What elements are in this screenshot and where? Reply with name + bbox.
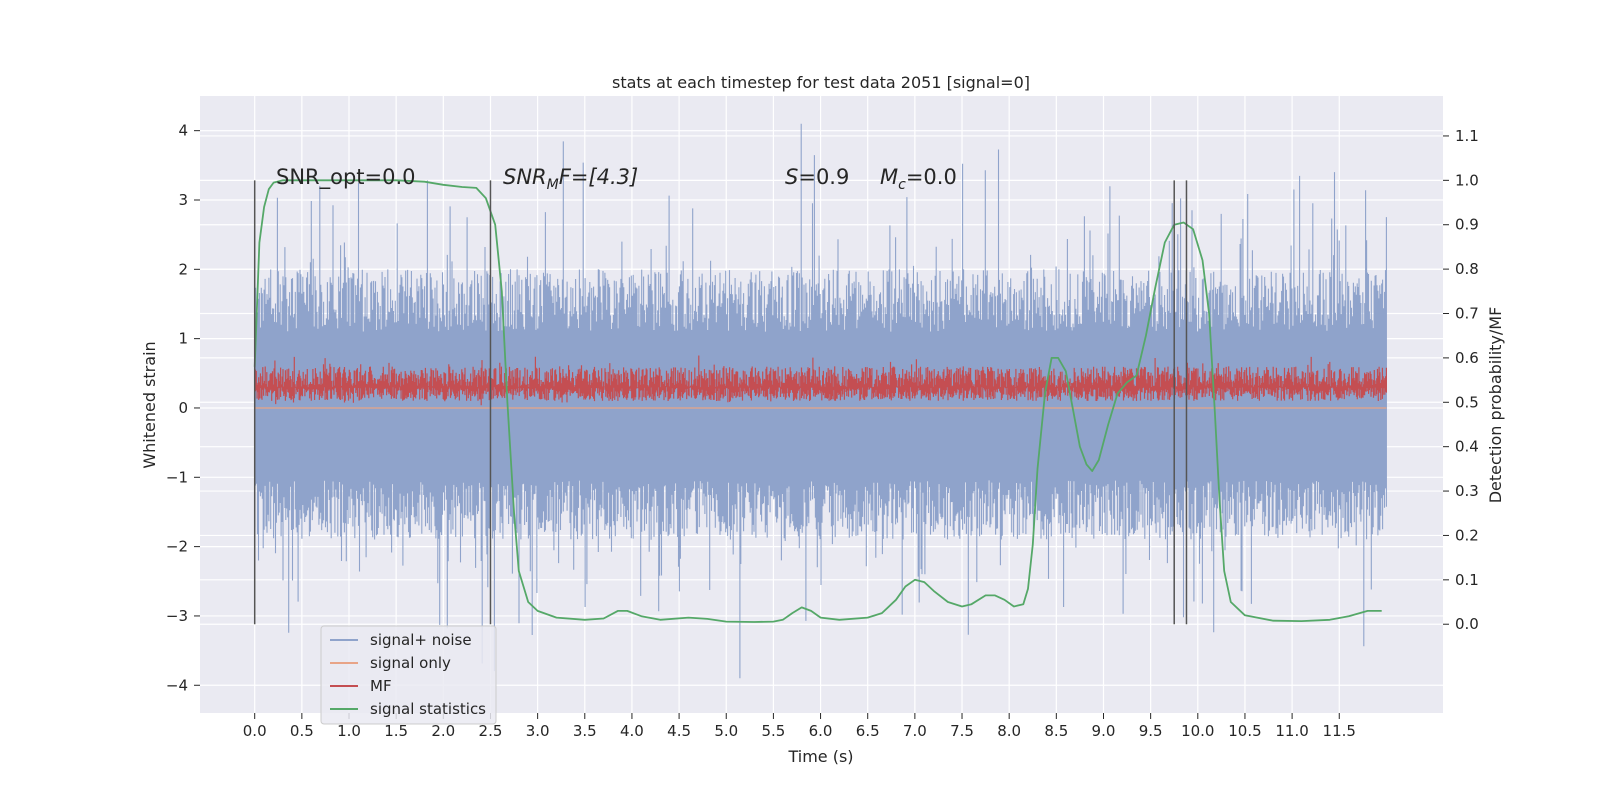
x-tick-label: 2.0 xyxy=(431,722,455,740)
x-tick-label: 6.5 xyxy=(856,722,880,740)
annotation-snr-mf: SNRMF=[4.3] xyxy=(503,165,638,193)
x-tick-label: 8.5 xyxy=(1044,722,1068,740)
x-tick-label: 9.0 xyxy=(1092,722,1116,740)
y-axis-ticks: 4 3 2 1 0 −1 −2 −3 −4 xyxy=(166,122,200,694)
x-tick-label: 10.5 xyxy=(1228,722,1261,740)
chart-title: stats at each timestep for test data 205… xyxy=(612,73,1030,92)
legend-label-mf: MF xyxy=(370,677,392,695)
legend-label-signal-noise: signal+ noise xyxy=(370,631,472,649)
annotation-snr-opt: SNR_opt=0.0 xyxy=(276,165,416,190)
y-tick-label: 0 xyxy=(178,399,188,417)
legend: signal+ noise signal only MF signal stat… xyxy=(320,625,497,725)
y2-tick-label: 0.7 xyxy=(1455,305,1479,323)
y2-tick-label: 0.2 xyxy=(1455,526,1479,544)
y-tick-label: −4 xyxy=(166,676,188,694)
y2-tick-label: 0.9 xyxy=(1455,216,1479,234)
y2-tick-label: 1.0 xyxy=(1455,171,1479,189)
y-tick-label: −3 xyxy=(166,607,188,625)
series-signal-statistics xyxy=(253,179,1382,623)
s-label: S xyxy=(785,165,798,189)
annotation-mc: Mc=0.0 xyxy=(880,165,957,193)
x-tick-label: 10.0 xyxy=(1181,722,1214,740)
mc-value: =0.0 xyxy=(906,165,957,189)
x-tick-label: 11.5 xyxy=(1323,722,1356,740)
y2-tick-label: 0.0 xyxy=(1455,615,1479,633)
x-tick-label: 0.5 xyxy=(290,722,314,740)
x-tick-label: 5.0 xyxy=(714,722,738,740)
y2-tick-label: 0.3 xyxy=(1455,482,1479,500)
y2-tick-label: 0.5 xyxy=(1455,393,1479,411)
x-tick-label: 3.5 xyxy=(573,722,597,740)
s-value: =0.9 xyxy=(798,165,849,189)
y2-tick-label: 0.4 xyxy=(1455,438,1479,456)
x-tick-label: 1.0 xyxy=(337,722,361,740)
y-axis-label: Whitened strain xyxy=(140,341,159,468)
legend-label-signal-statistics: signal statistics xyxy=(370,700,486,718)
snr-mf-rest: F=[4.3] xyxy=(559,165,638,189)
snr-mf-sub: M xyxy=(547,177,559,193)
y-tick-label: −1 xyxy=(166,468,188,486)
y2-tick-label: 0.8 xyxy=(1455,260,1479,278)
legend-box xyxy=(320,625,497,725)
x-tick-label: 4.5 xyxy=(667,722,691,740)
y2-tick-label: 0.6 xyxy=(1455,349,1479,367)
y2-tick-label: 0.1 xyxy=(1455,571,1479,589)
x-tick-label: 2.5 xyxy=(479,722,503,740)
y2-tick-label: 1.1 xyxy=(1455,127,1479,145)
y2-axis-ticks: 1.1 1.0 0.9 0.8 0.7 0.6 0.5 0.4 0.3 0.2 0.1 0.0 xyxy=(1443,127,1479,633)
x-tick-label: 3.0 xyxy=(526,722,550,740)
y-tick-label: −2 xyxy=(166,538,188,556)
mc-label: M xyxy=(880,165,898,189)
legend-label-signal-only: signal only xyxy=(370,654,451,672)
x-tick-label: 4.0 xyxy=(620,722,644,740)
x-tick-label: 0.0 xyxy=(243,722,267,740)
y-tick-label: 3 xyxy=(178,191,188,209)
x-tick-label: 7.5 xyxy=(950,722,974,740)
x-tick-label: 9.5 xyxy=(1139,722,1163,740)
x-tick-label: 1.5 xyxy=(384,722,408,740)
x-tick-label: 8.0 xyxy=(997,722,1021,740)
x-tick-label: 6.0 xyxy=(809,722,833,740)
y2-axis-label: Detection probability/MF xyxy=(1486,307,1505,504)
y-tick-label: 1 xyxy=(178,330,188,348)
x-axis-ticks: 0.0 0.5 1.0 1.5 2.0 2.5 3.0 3.5 4.0 4.5 5.0 5.5 6.0 6… xyxy=(243,713,1356,740)
mc-sub: c xyxy=(898,177,906,193)
snr-mf-main: SNR xyxy=(503,165,547,189)
x-tick-label: 7.0 xyxy=(903,722,927,740)
vertical-markers xyxy=(253,180,1188,625)
x-axis-label: Time (s) xyxy=(787,747,853,766)
y-tick-label: 4 xyxy=(178,122,188,140)
annotation-s: S=0.9 xyxy=(785,165,849,189)
x-tick-label: 5.5 xyxy=(761,722,785,740)
y-tick-label: 2 xyxy=(178,260,188,278)
x-tick-label: 11.0 xyxy=(1275,722,1308,740)
